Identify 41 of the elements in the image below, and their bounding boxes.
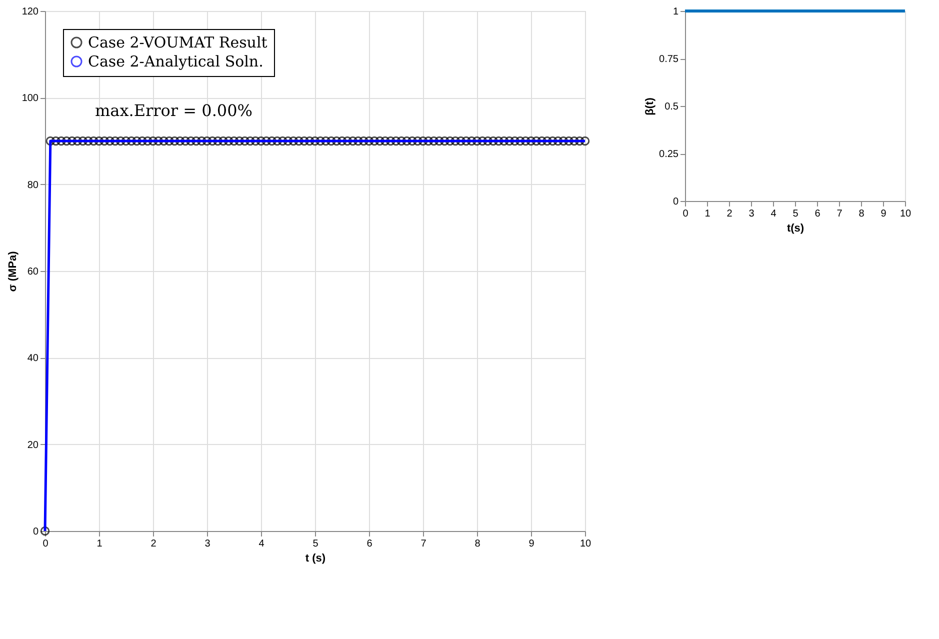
- x-tick-label: 8: [858, 208, 865, 220]
- x-tick-label: 6: [366, 538, 373, 550]
- x-tick-label: 5: [312, 538, 319, 550]
- y-axis-title: σ (MPa): [6, 250, 19, 292]
- x-tick-label: 8: [474, 538, 481, 550]
- x-tick-label: 0: [682, 208, 689, 220]
- x-tick-label: 3: [204, 538, 211, 550]
- y-tick-label: 120: [22, 6, 39, 18]
- x-tick-label: 5: [792, 208, 799, 220]
- x-axis-title: t(s): [786, 222, 804, 234]
- y-tick-label: 60: [27, 266, 39, 278]
- y-tick-label: 0: [672, 196, 679, 208]
- y-axis-title: β(t): [644, 97, 656, 116]
- x-tick-label: 1: [704, 208, 711, 220]
- x-tick-label: 6: [814, 208, 821, 220]
- y-tick-label: 1: [672, 6, 679, 18]
- y-tick-label: 0.75: [659, 54, 679, 65]
- x-tick-label: 1: [96, 538, 103, 550]
- y-tick-label: 0.5: [664, 102, 679, 112]
- x-tick-label: 10: [580, 538, 592, 550]
- x-tick-label: 4: [770, 208, 777, 220]
- legend-label: Case 2-VOUMAT Result: [88, 34, 268, 52]
- y-tick-label: 80: [27, 180, 39, 191]
- x-tick-label: 9: [880, 208, 887, 220]
- x-tick-label: 7: [420, 538, 427, 550]
- x-tick-label: 3: [748, 208, 755, 220]
- annotation: max.Error = 0.00%: [95, 101, 252, 120]
- x-tick-label: 0: [42, 538, 49, 550]
- x-tick-label: 10: [900, 208, 912, 220]
- y-tick-label: 0: [32, 526, 39, 538]
- legend-label: Case 2-Analytical Soln.: [88, 52, 264, 70]
- y-tick-label: 100: [22, 93, 39, 104]
- x-tick-label: 7: [836, 208, 843, 220]
- y-tick-label: 0.25: [659, 149, 679, 160]
- x-axis-title: t (s): [305, 552, 326, 564]
- x-tick-label: 2: [726, 208, 733, 220]
- x-tick-label: 9: [528, 538, 535, 550]
- x-tick-label: 2: [150, 538, 157, 550]
- y-tick-label: 40: [27, 353, 39, 364]
- x-tick-label: 4: [258, 538, 265, 550]
- y-tick-label: 20: [27, 440, 39, 451]
